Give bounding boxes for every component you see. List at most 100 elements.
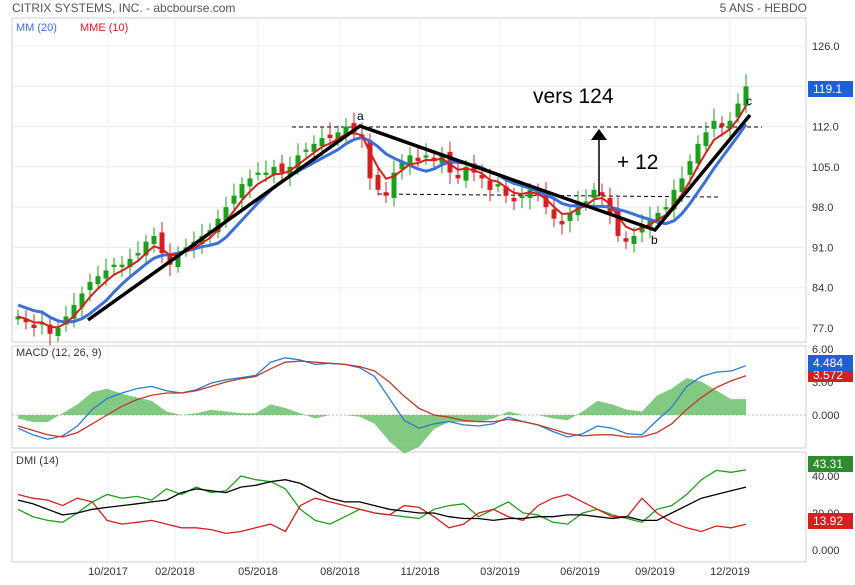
- candle-body: [255, 172, 261, 175]
- dmi-legend: DMI (14): [16, 455, 59, 467]
- candle-body: [231, 195, 237, 204]
- candle-body: [79, 293, 85, 308]
- candle-body: [47, 324, 53, 334]
- candle-body: [367, 140, 373, 179]
- candle-body: [119, 264, 125, 267]
- macd-histogram: [18, 378, 746, 454]
- candle-body: [663, 207, 669, 210]
- candle-body: [735, 103, 741, 118]
- candle-body: [87, 281, 93, 291]
- candle-body: [271, 166, 277, 175]
- ma20-line: [17, 123, 748, 324]
- candle-body: [71, 304, 77, 319]
- candle-body: [263, 172, 269, 175]
- candle-body: [127, 258, 133, 267]
- x-tick-label: 06/2019: [560, 566, 600, 578]
- macd-line: [17, 357, 747, 440]
- y-axis: 126.0119.0112.0105.098.091.084.077.06.00…: [812, 41, 840, 557]
- candle-body: [567, 212, 573, 221]
- point-b-label: b: [651, 233, 658, 247]
- candle-body: [655, 212, 661, 221]
- candle-body: [159, 232, 165, 254]
- ma20-legend: MM (20): [16, 22, 57, 34]
- adx-line: [17, 479, 747, 522]
- x-axis: 10/2017 02/2018 05/2018 08/2018 11/2018 03/20…: [88, 566, 750, 578]
- target-arrow-head: [591, 129, 607, 140]
- ema10-line: [17, 105, 747, 329]
- candle-body: [55, 328, 61, 337]
- dmi-panel: [11, 451, 807, 563]
- dmi-tick-label: 40.00: [812, 471, 840, 483]
- candle-body: [599, 192, 605, 196]
- candle-body: [103, 270, 109, 279]
- dmi-plus-line: [17, 469, 747, 525]
- candle-body: [303, 149, 309, 152]
- dmi-minus-badge-value: 13.92: [813, 514, 843, 528]
- candle-body: [351, 123, 357, 133]
- candle-body: [487, 180, 493, 190]
- dmi-tick-label: 0.000: [812, 545, 840, 557]
- x-tick-label: 09/2019: [635, 566, 675, 578]
- dmi-plus-badge: 43.31: [808, 456, 853, 472]
- candle-body: [695, 143, 701, 164]
- candles: [15, 74, 749, 346]
- price-tick-label: 98.0: [812, 202, 833, 214]
- candle-body: [559, 220, 565, 225]
- candle-body: [679, 178, 685, 193]
- candle-body: [727, 120, 733, 129]
- dmi-plus-badge-value: 43.31: [813, 457, 843, 471]
- candle-body: [519, 195, 525, 198]
- grid-lines: [12, 18, 806, 562]
- macd-signal-badge: 3.572: [808, 368, 853, 382]
- candle-body: [31, 324, 37, 328]
- candle-body: [591, 189, 597, 198]
- candle-body: [327, 134, 333, 139]
- candle-body: [247, 178, 253, 187]
- price-badge-value: 119.1: [813, 82, 842, 96]
- dmi-minus-badge: 13.92: [808, 513, 853, 529]
- candle-body: [503, 186, 509, 196]
- price-badge: 119.1: [808, 81, 853, 97]
- candle-body: [711, 120, 717, 129]
- macd-tick-label: 0.000: [812, 410, 840, 422]
- candle-body: [671, 189, 677, 210]
- price-tick-label: 112.0: [812, 122, 839, 134]
- x-tick-label: 12/2019: [710, 566, 750, 578]
- candle-body: [527, 189, 533, 198]
- chart-title: CITRIX SYSTEMS, INC. - abcbourse.com: [12, 1, 235, 15]
- candle-body: [463, 166, 469, 181]
- candle-body: [719, 123, 725, 127]
- dmi-minus-line: [17, 493, 747, 535]
- candle-body: [151, 235, 157, 244]
- candle-body: [279, 163, 285, 173]
- candle-body: [415, 157, 421, 162]
- gain-annotation: + 12: [617, 151, 658, 174]
- candle-body: [311, 143, 317, 152]
- macd-signal-badge-value: 3.572: [813, 368, 843, 382]
- candle-body: [223, 207, 229, 221]
- candle-body: [615, 209, 621, 236]
- point-a-label: a: [357, 109, 364, 123]
- candle-body: [95, 276, 101, 285]
- trend-lines: [86, 113, 752, 322]
- candle-body: [143, 241, 149, 256]
- candle-body: [15, 316, 21, 320]
- candle-body: [335, 132, 341, 141]
- candle-body: [23, 318, 29, 323]
- candle-body: [407, 155, 413, 164]
- price-tick-label: 105.0: [812, 162, 840, 174]
- point-c-label: c: [746, 94, 752, 108]
- candle-body: [455, 174, 461, 179]
- x-tick-label: 02/2018: [155, 566, 195, 578]
- candle-body: [399, 161, 405, 170]
- candle-body: [583, 201, 589, 204]
- price-tick-label: 84.0: [812, 283, 833, 295]
- candle-body: [319, 138, 325, 147]
- candle-body: [703, 132, 709, 147]
- price-tick-label: 77.0: [812, 323, 833, 335]
- candle-body: [135, 253, 141, 256]
- candle-body: [343, 126, 349, 135]
- price-panel: [11, 17, 807, 343]
